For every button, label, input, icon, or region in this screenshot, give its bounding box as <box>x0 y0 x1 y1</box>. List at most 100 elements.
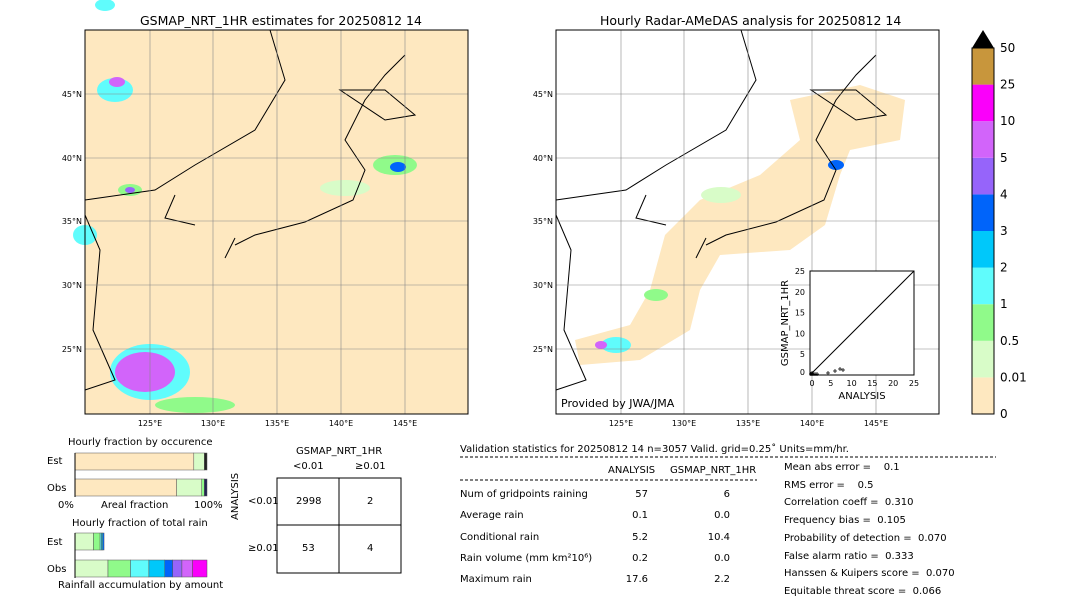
scatter-y-tick: 10 <box>795 329 805 338</box>
occ-obs-bar <box>74 478 177 497</box>
occ-x-left: 0% <box>58 500 74 511</box>
lat-tick-label: 45°N <box>62 90 82 99</box>
colorbar-segment <box>972 340 994 378</box>
stat-analysis-value: 0.2 <box>632 552 648 564</box>
occ-obs-bar <box>204 478 208 497</box>
scatter-y-tick: 25 <box>795 267 805 276</box>
cell-1-1: 4 <box>367 543 374 554</box>
scatter-point <box>838 367 842 371</box>
rain-cell <box>390 162 406 172</box>
rain-xlabel: Rainfall accumulation by amount <box>58 580 224 591</box>
contingency-col-0: <0.01 <box>293 461 324 472</box>
colorbar-label: 5 <box>1000 151 1008 165</box>
colorbar-label: 4 <box>1000 187 1008 201</box>
colorbar-segment <box>972 121 994 158</box>
score-line: Equitable threat score = 0.066 <box>784 585 942 597</box>
lon-tick-label: 125°E <box>609 419 633 428</box>
scatter-ylabel: GSMAP_NRT_1HR <box>780 280 791 366</box>
rain-obs-label: Obs <box>47 564 67 575</box>
stat-analysis-value: 17.6 <box>625 574 648 586</box>
occ-xlabel: Areal fraction <box>101 500 169 511</box>
colorbar-segment <box>972 84 994 122</box>
rain-est-bar <box>74 532 94 551</box>
lon-tick-label: 125°E <box>138 419 162 428</box>
colorbar-label: 0.01 <box>1000 370 1027 384</box>
stat-row-label: Num of gridpoints raining <box>460 489 588 500</box>
lat-tick-label: 35°N <box>533 217 553 226</box>
colorbar-frame <box>971 47 995 415</box>
contingency-row-0: <0.01 <box>248 496 279 507</box>
occ-est-bar <box>204 452 208 471</box>
lat-tick-label: 35°N <box>62 217 82 226</box>
colorbar-segment <box>972 194 994 231</box>
lat-tick-label: 25°N <box>62 345 82 354</box>
lon-tick-label: 130°E <box>672 419 696 428</box>
lon-tick-label: 130°E <box>201 419 225 428</box>
rain-est-bar <box>102 532 105 551</box>
stats-header: Validation statistics for 20250812 14 n=… <box>460 444 849 455</box>
rain-est-label: Est <box>47 537 63 548</box>
lat-tick-label: 30°N <box>62 281 82 290</box>
scatter-point <box>815 372 819 376</box>
map-frame <box>84 29 469 415</box>
occ-x-right: 100% <box>194 500 223 511</box>
rain-cell <box>125 187 135 193</box>
cell-0-1: 2 <box>367 496 374 507</box>
occ-est-bar <box>74 452 195 471</box>
map-frame <box>555 29 940 415</box>
scatter-point <box>833 369 837 373</box>
diagonal-line <box>809 270 915 376</box>
colorbar-label: 10 <box>1000 114 1015 128</box>
stat-analysis-value: 57 <box>635 489 648 500</box>
scatter-x-tick: 20 <box>888 379 898 388</box>
right-map-title: Hourly Radar-AMeDAS analysis for 2025081… <box>600 13 902 28</box>
score-line: False alarm ratio = 0.333 <box>784 550 914 562</box>
colorbar-segment <box>972 48 994 85</box>
lat-tick-label: 40°N <box>533 154 553 163</box>
colorbar-segment <box>972 231 994 268</box>
rain-obs-bar <box>164 559 173 578</box>
scatter-x-tick: 10 <box>847 379 857 388</box>
cell-1-0: 53 <box>302 543 315 554</box>
colorbar-label: 1 <box>1000 297 1008 311</box>
lon-tick-label: 140°E <box>800 419 824 428</box>
colorbar-label: 3 <box>1000 224 1008 238</box>
stat-gsmap-value: 2.2 <box>714 574 730 586</box>
scatter-y-tick: 15 <box>795 309 805 318</box>
colorbar-segment <box>972 267 994 305</box>
colorbar-label: 0 <box>1000 407 1008 421</box>
rain-obs-bar <box>74 559 109 578</box>
stat-analysis-value: 0.1 <box>632 510 648 522</box>
occurrence-title: Hourly fraction by occurence <box>68 437 213 448</box>
rain-cell <box>155 397 235 413</box>
lat-tick-label: 45°N <box>533 90 553 99</box>
scatter-x-tick: 25 <box>909 379 919 388</box>
occ-obs-bar <box>201 478 205 497</box>
scatter-point <box>826 371 830 375</box>
occ-est-bar <box>193 452 205 471</box>
scatter-x-tick: 0 <box>809 379 814 388</box>
stat-row-label: Rain volume (mm km²10⁶) <box>460 552 593 564</box>
rain-cell <box>95 0 115 11</box>
scatter-x-tick: 15 <box>867 379 877 388</box>
colorbar-label: 50 <box>1000 41 1015 55</box>
contingency-row-label: ANALYSIS <box>230 472 241 520</box>
cell-0-0: 2998 <box>296 496 322 507</box>
scatter-y-tick: 20 <box>795 288 805 297</box>
score-line: Hanssen & Kuipers score = 0.070 <box>784 568 955 580</box>
colorbar-label: 0.5 <box>1000 334 1019 348</box>
score-line: RMS error = 0.5 <box>784 479 874 491</box>
scatter-y-tick: 0 <box>800 368 805 377</box>
rain-cell <box>109 77 125 87</box>
occ-est-label: Est <box>47 456 63 467</box>
rain-est-bar <box>93 532 101 551</box>
coastline <box>555 29 888 391</box>
rain-cell <box>595 341 607 349</box>
occ-obs-label: Obs <box>47 483 67 494</box>
stat-gsmap-value: 0.0 <box>714 552 730 564</box>
rain-cell <box>701 187 741 203</box>
colorbar-segment <box>972 304 994 341</box>
stat-gsmap-value: 10.4 <box>707 531 730 543</box>
